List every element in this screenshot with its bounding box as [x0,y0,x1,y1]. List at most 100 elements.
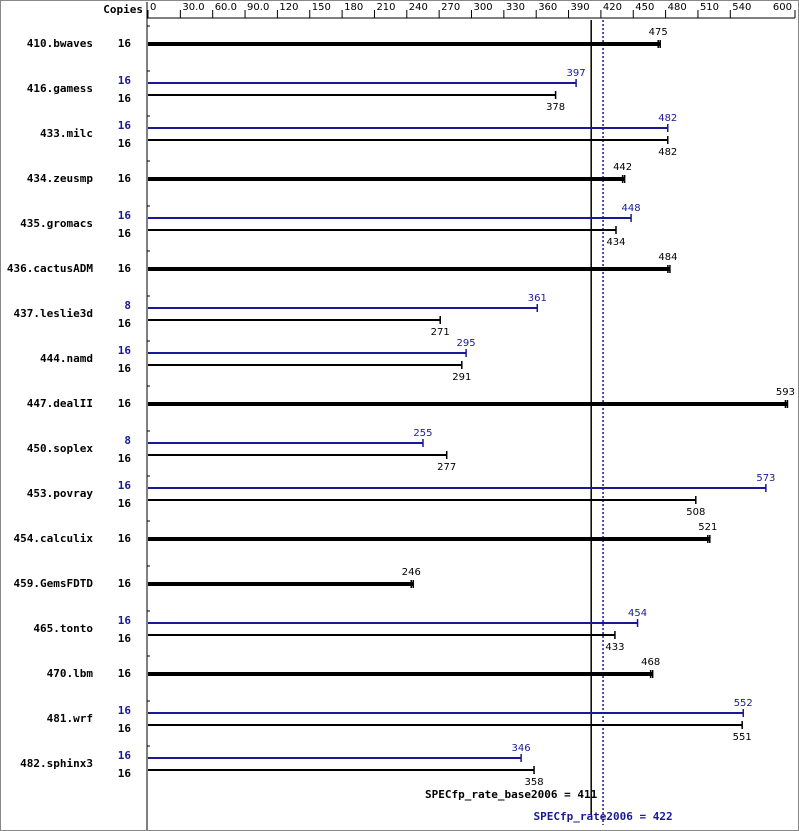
x-tick-label: 180 [344,2,363,13]
bar [148,177,625,181]
bar [148,622,638,624]
copies: 16 [118,137,132,150]
bar [148,307,538,309]
benchmark-name: 482.sphinx3 [20,757,93,770]
bar [148,127,668,129]
copies: 16 [118,577,132,590]
x-tick-label: 450 [635,2,654,13]
bar [148,712,744,714]
benchmark-name: 444.namd [40,352,93,365]
bar [148,634,615,636]
benchmark-name: 447.dealII [27,397,93,410]
benchmark-name: 454.calculix [14,532,94,545]
value-label: 484 [658,252,677,263]
copies-header: Copies [103,3,143,16]
bar [148,454,447,456]
copies: 8 [124,434,131,447]
value-label: 295 [457,338,476,349]
value-label: 475 [649,27,668,38]
value-label: 552 [734,698,753,709]
value-label: 482 [658,113,677,124]
x-tick-label: 510 [700,2,719,13]
copies: 16 [118,317,132,330]
copies: 16 [118,532,132,545]
value-label: 397 [567,68,586,79]
copies: 16 [118,632,132,645]
x-tick-label: 210 [376,2,395,13]
bar [148,724,743,726]
bar [148,364,462,366]
copies: 16 [118,74,132,87]
x-tick-label: 600 [773,2,792,13]
bar [148,42,661,46]
benchmark-name: 435.gromacs [20,217,93,230]
copies: 16 [118,37,132,50]
copies: 16 [118,362,132,375]
benchmark-name: 470.lbm [47,667,94,680]
benchmark-name: 433.milc [40,127,93,140]
copies: 16 [118,209,132,222]
x-tick-label: 300 [474,2,493,13]
value-label: 482 [658,147,677,158]
bar [148,487,766,489]
x-tick-label: 330 [506,2,525,13]
value-label: 434 [606,237,625,248]
bar [148,757,522,759]
benchmark-name: 437.leslie3d [14,307,93,320]
benchmark-name: 465.tonto [33,622,93,635]
value-label: 448 [622,203,641,214]
benchmark-name: 459.GemsFDTD [14,577,94,590]
benchmark-name: 436.cactusADM [7,262,93,275]
x-tick-label: 0 [150,2,156,13]
x-tick-label: 240 [409,2,428,13]
value-label: 291 [452,372,471,383]
benchmark-name: 453.povray [27,487,94,500]
value-label: 433 [605,642,624,653]
x-tick-label: 420 [603,2,622,13]
copies: 16 [118,749,132,762]
copies: 16 [118,479,132,492]
x-tick-label: 270 [441,2,460,13]
value-label: 468 [641,657,660,668]
x-tick-label: 150 [312,2,331,13]
value-label: 271 [431,327,450,338]
benchmark-name: 450.soplex [27,442,94,455]
value-label: 508 [686,507,705,518]
benchmark-name: 416.gamess [27,82,93,95]
value-label: 246 [402,567,421,578]
copies: 16 [118,452,132,465]
value-label: 521 [698,522,717,533]
copies: 16 [118,722,132,735]
reference-label: SPECfp_rate_base2006 = 411 [425,788,598,801]
bar [148,139,668,141]
benchmark-name: 481.wrf [47,712,93,725]
bar [148,319,441,321]
value-label: 593 [776,387,795,398]
x-tick-label: 120 [279,2,298,13]
copies: 16 [118,614,132,627]
benchmark-name: 410.bwaves [27,37,93,50]
copies: 16 [118,667,132,680]
copies: 16 [118,92,132,105]
x-tick-label: 360 [538,2,557,13]
bar [148,769,535,771]
copies: 16 [118,704,132,717]
bar [148,582,414,586]
copies: 16 [118,172,132,185]
copies: 16 [118,119,132,132]
bar [148,672,653,676]
value-label: 442 [613,162,632,173]
bar [148,499,696,501]
reference-label: SPECfp_rate2006 = 422 [534,810,673,823]
value-label: 378 [546,102,565,113]
copies: 16 [118,397,132,410]
copies: 8 [124,299,131,312]
bar [148,442,423,444]
bar [148,229,616,231]
benchmark-name: 434.zeusmp [27,172,94,185]
copies: 16 [118,227,132,240]
bar [148,82,577,84]
copies: 16 [118,262,132,275]
x-tick-label: 540 [732,2,751,13]
x-tick-label: 90.0 [247,2,269,13]
